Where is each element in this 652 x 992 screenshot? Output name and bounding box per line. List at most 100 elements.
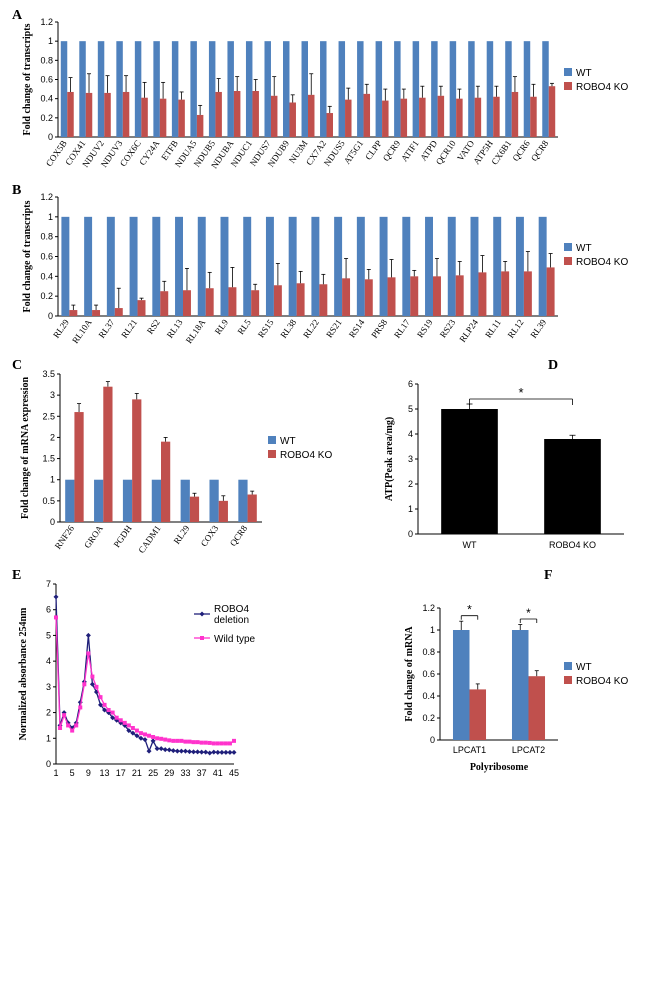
svg-text:PRS8: PRS8 bbox=[369, 317, 389, 340]
svg-text:RS15: RS15 bbox=[256, 317, 276, 340]
svg-text:RL37: RL37 bbox=[96, 317, 116, 340]
svg-text:AT5G1: AT5G1 bbox=[342, 138, 365, 165]
svg-text:*: * bbox=[518, 385, 523, 400]
panel-a-label: A bbox=[12, 8, 22, 24]
svg-text:37: 37 bbox=[197, 768, 207, 778]
svg-text:1: 1 bbox=[46, 733, 51, 743]
svg-text:RL18A: RL18A bbox=[184, 317, 208, 345]
svg-text:0: 0 bbox=[430, 735, 435, 745]
svg-text:QCR10: QCR10 bbox=[434, 138, 458, 167]
svg-text:WT: WT bbox=[576, 662, 592, 673]
svg-text:3: 3 bbox=[50, 390, 55, 400]
svg-text:0.4: 0.4 bbox=[40, 271, 53, 281]
svg-text:GROA: GROA bbox=[82, 523, 105, 550]
svg-text:0.4: 0.4 bbox=[422, 691, 435, 701]
svg-text:RNF26: RNF26 bbox=[53, 523, 77, 551]
svg-text:RL11: RL11 bbox=[483, 317, 503, 339]
svg-text:Fold change of mRNA expression: Fold change of mRNA expression bbox=[20, 377, 31, 519]
svg-text:RS21: RS21 bbox=[324, 317, 344, 339]
svg-text:CADM1: CADM1 bbox=[136, 523, 162, 555]
panel-c-label: C bbox=[12, 358, 22, 374]
svg-text:RL13: RL13 bbox=[165, 317, 185, 340]
svg-text:2: 2 bbox=[46, 708, 51, 718]
svg-text:RL22: RL22 bbox=[301, 317, 321, 340]
svg-text:QCR9: QCR9 bbox=[381, 138, 403, 163]
svg-text:ATIF1: ATIF1 bbox=[399, 138, 421, 163]
panel-a: A 00.20.40.60.811.2Fold change of transc… bbox=[8, 8, 644, 183]
svg-text:Wild type: Wild type bbox=[214, 634, 256, 645]
svg-text:9: 9 bbox=[86, 768, 91, 778]
svg-text:17: 17 bbox=[116, 768, 126, 778]
svg-text:33: 33 bbox=[180, 768, 190, 778]
chart-c: 00.511.522.533.5Fold change of mRNA expr… bbox=[8, 358, 348, 568]
svg-text:0: 0 bbox=[46, 759, 51, 769]
svg-text:0.8: 0.8 bbox=[40, 232, 53, 242]
svg-text:RL12: RL12 bbox=[506, 317, 526, 340]
svg-text:Fold change of transcripts: Fold change of transcripts bbox=[22, 23, 33, 135]
svg-text:LPCAT1: LPCAT1 bbox=[453, 745, 486, 755]
svg-text:ROBO4deletion: ROBO4deletion bbox=[214, 604, 249, 626]
svg-text:RL29: RL29 bbox=[172, 523, 192, 546]
svg-text:4: 4 bbox=[408, 429, 413, 439]
svg-text:7: 7 bbox=[46, 579, 51, 589]
svg-text:0.2: 0.2 bbox=[40, 113, 53, 123]
panel-b-label: B bbox=[12, 183, 21, 199]
svg-text:1.2: 1.2 bbox=[422, 603, 435, 613]
svg-text:2: 2 bbox=[408, 479, 413, 489]
panel-f: F 00.20.40.60.811.2Fold change of mRNALP… bbox=[344, 568, 644, 788]
svg-text:RL29: RL29 bbox=[51, 317, 71, 340]
svg-text:RL21: RL21 bbox=[119, 317, 139, 340]
chart-b: 00.20.40.60.811.2Fold change of transcri… bbox=[8, 183, 644, 358]
svg-text:*: * bbox=[526, 606, 531, 620]
svg-text:29: 29 bbox=[164, 768, 174, 778]
svg-text:CY24A: CY24A bbox=[137, 138, 162, 167]
svg-text:RS2: RS2 bbox=[145, 317, 162, 335]
svg-text:1.2: 1.2 bbox=[40, 17, 53, 27]
svg-text:LPCAT2: LPCAT2 bbox=[512, 745, 545, 755]
svg-text:0.2: 0.2 bbox=[40, 291, 53, 301]
chart-d: 0123456ATP(Peak area/mg)WTROBO4 KO* bbox=[348, 358, 644, 568]
svg-text:QCR8: QCR8 bbox=[529, 138, 551, 163]
panel-d-label: D bbox=[548, 358, 558, 374]
svg-text:0: 0 bbox=[48, 311, 53, 321]
svg-text:0.6: 0.6 bbox=[40, 75, 53, 85]
svg-text:1: 1 bbox=[430, 625, 435, 635]
svg-text:ROBO4 KO: ROBO4 KO bbox=[549, 540, 596, 550]
svg-text:QCR6: QCR6 bbox=[510, 138, 532, 163]
svg-text:1: 1 bbox=[48, 36, 53, 46]
svg-text:CX6B1: CX6B1 bbox=[489, 138, 513, 166]
svg-text:13: 13 bbox=[100, 768, 110, 778]
svg-text:0.5: 0.5 bbox=[42, 496, 55, 506]
svg-text:Fold change of transcripts: Fold change of transcripts bbox=[22, 200, 33, 312]
panel-e: E 01234567159131721252933374145Normalize… bbox=[8, 568, 344, 788]
svg-text:Polyribosome: Polyribosome bbox=[470, 762, 529, 773]
panel-d: D 0123456ATP(Peak area/mg)WTROBO4 KO* bbox=[348, 358, 644, 568]
svg-text:PGDH: PGDH bbox=[112, 523, 135, 549]
chart-e: 01234567159131721252933374145Normalized … bbox=[8, 568, 344, 788]
svg-text:2: 2 bbox=[50, 432, 55, 442]
svg-text:5: 5 bbox=[408, 404, 413, 414]
panel-c: C 00.511.522.533.5Fold change of mRNA ex… bbox=[8, 358, 348, 568]
svg-text:0.6: 0.6 bbox=[40, 252, 53, 262]
svg-text:ROBO4 KO: ROBO4 KO bbox=[576, 676, 628, 687]
svg-text:WT: WT bbox=[280, 436, 296, 447]
svg-text:1: 1 bbox=[50, 475, 55, 485]
svg-text:COX3: COX3 bbox=[199, 523, 221, 548]
svg-text:RL39: RL39 bbox=[528, 317, 548, 340]
svg-text:RS19: RS19 bbox=[415, 317, 435, 340]
svg-text:41: 41 bbox=[213, 768, 223, 778]
svg-text:ATP(Peak area/mg): ATP(Peak area/mg) bbox=[384, 417, 395, 501]
svg-text:1: 1 bbox=[408, 504, 413, 514]
svg-text:Fold change of mRNA: Fold change of mRNA bbox=[404, 626, 415, 722]
svg-text:WT: WT bbox=[576, 243, 592, 254]
svg-text:1.5: 1.5 bbox=[42, 454, 55, 464]
svg-text:RL9: RL9 bbox=[213, 317, 231, 336]
svg-text:5: 5 bbox=[70, 768, 75, 778]
svg-text:1.2: 1.2 bbox=[40, 192, 53, 202]
svg-text:3: 3 bbox=[46, 682, 51, 692]
panel-f-label: F bbox=[544, 568, 553, 584]
svg-text:2.5: 2.5 bbox=[42, 411, 55, 421]
svg-text:0: 0 bbox=[48, 132, 53, 142]
svg-text:0.6: 0.6 bbox=[422, 669, 435, 679]
svg-text:QCR8: QCR8 bbox=[228, 523, 250, 548]
